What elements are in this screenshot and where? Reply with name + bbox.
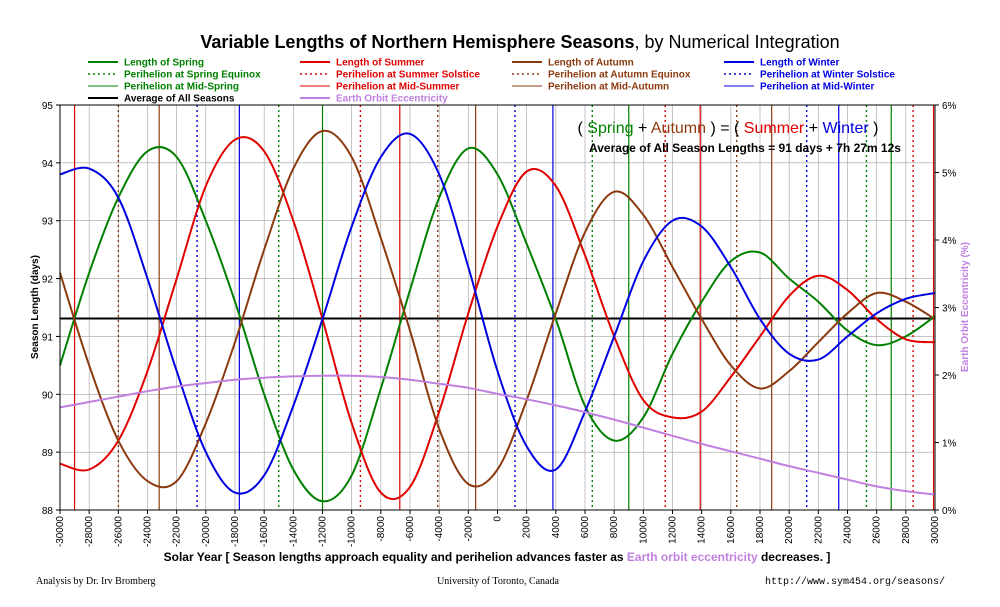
y2-tick-label: 2% xyxy=(942,371,957,382)
x-tick-label: -22000 xyxy=(172,516,183,548)
y-tick-label: 95 xyxy=(42,101,54,112)
length-of-winter-line xyxy=(59,132,936,495)
y-tick-label: 91 xyxy=(42,332,54,343)
x-tick-label: 4000 xyxy=(551,516,562,539)
x-tick-label: -24000 xyxy=(143,516,154,548)
y2-tick-label: 0% xyxy=(942,506,957,517)
length-of-spring-line xyxy=(59,146,936,503)
legend-label: Length of Autumn xyxy=(548,58,634,69)
y-tick-label: 92 xyxy=(42,275,54,286)
legend-label: Length of Summer xyxy=(336,58,424,69)
x-tick-label: 14000 xyxy=(697,516,708,544)
annotation-part: Winter xyxy=(822,120,869,137)
x-tick-label: -16000 xyxy=(259,516,270,548)
y-axis-label: Season Length (days) xyxy=(30,255,41,359)
x-axis-ticks: -30000 -28000 -26000 -24000 -22000 -20000 -180… xyxy=(55,510,941,547)
x-tick-label: 16000 xyxy=(726,516,737,544)
x-tick-label: 0 xyxy=(493,516,504,522)
y-axis-ticks: 88 89 90 91 92 93 94 95 xyxy=(42,101,60,517)
y2-axis-ticks: 0% 1% 2% 3% 4% 5% 6% xyxy=(935,101,957,517)
legend: Length of Spring Length of Summer Length o… xyxy=(88,58,895,105)
x-tick-label: -14000 xyxy=(288,516,299,548)
annotation-average: Average of All Season Lengths = 91 days … xyxy=(589,141,901,155)
annotation-part: + xyxy=(804,120,822,137)
grid xyxy=(59,104,936,511)
x-tick-label: -8000 xyxy=(376,516,387,542)
legend-label: Earth Orbit Eccentricity xyxy=(336,94,448,105)
y2-tick-label: 3% xyxy=(942,304,957,315)
x-tick-label: -12000 xyxy=(318,516,329,548)
annotation-equation: ( Spring + Autumn ) = ( Summer + Winter … xyxy=(577,120,878,137)
x-tick-label: -6000 xyxy=(405,516,416,542)
x-tick-label: -10000 xyxy=(347,516,358,548)
x-tick-label: 20000 xyxy=(784,516,795,544)
annotation-part: ( xyxy=(577,120,587,137)
x-tick-label: 12000 xyxy=(668,516,679,544)
x-tick-label: 26000 xyxy=(872,516,883,544)
chart-title: Variable Lengths of Northern Hemisphere … xyxy=(200,32,839,52)
legend-label: Perihelion at Spring Equinox xyxy=(124,70,261,81)
x-tick-label: -18000 xyxy=(230,516,241,548)
perihelion-markers xyxy=(73,105,935,510)
legend-label: Perihelion at Winter Solstice xyxy=(760,70,895,81)
legend-label: Length of Spring xyxy=(124,58,204,69)
x-tick-label: -20000 xyxy=(201,516,212,548)
x-axis-label-highlight: Earth orbit eccentricity xyxy=(627,550,758,564)
chart-title-suffix: , by Numerical Integration xyxy=(635,32,840,52)
legend-label: Perihelion at Summer Solstice xyxy=(336,70,480,81)
chart-title-main: Variable Lengths of Northern Hemisphere … xyxy=(200,32,634,52)
y-tick-label: 90 xyxy=(42,390,54,401)
y-tick-label: 89 xyxy=(42,448,54,459)
x-tick-label: 2000 xyxy=(522,516,533,539)
y-tick-label: 93 xyxy=(42,217,54,228)
y2-tick-label: 1% xyxy=(942,439,957,450)
x-tick-label: 28000 xyxy=(901,516,912,544)
x-axis-label-part-3: decreases. ] xyxy=(758,550,831,564)
series-lines xyxy=(59,129,936,503)
footer-url: http://www.sym454.org/seasons/ xyxy=(765,576,945,588)
x-tick-label: 18000 xyxy=(755,516,766,544)
y-tick-label: 88 xyxy=(42,506,54,517)
footer-author: Analysis by Dr. Irv Bromberg xyxy=(36,576,156,587)
annotation-part: ) = ( xyxy=(706,120,744,137)
footer-institution: University of Toronto, Canada xyxy=(437,576,559,587)
x-tick-label: -4000 xyxy=(434,516,445,542)
x-tick-label: -28000 xyxy=(84,516,95,548)
x-axis-label: Solar Year [ Season lengths approach equ… xyxy=(164,550,831,564)
earth-orbit-eccentricity-line xyxy=(59,374,936,496)
legend-label: Perihelion at Mid-Autumn xyxy=(548,82,669,93)
x-tick-label: 10000 xyxy=(638,516,649,544)
legend-label: Perihelion at Mid-Winter xyxy=(760,82,874,93)
legend-label: Perihelion at Autumn Equinox xyxy=(548,70,691,81)
x-axis-label-part-1: Solar Year [ Season lengths approach equ… xyxy=(164,550,627,564)
legend-label: Length of Winter xyxy=(760,58,839,69)
x-tick-label: 30000 xyxy=(930,516,941,544)
legend-label: Perihelion at Mid-Summer xyxy=(336,82,459,93)
x-tick-label: -30000 xyxy=(55,516,66,548)
y2-tick-label: 6% xyxy=(942,101,957,112)
annotation-part: Spring xyxy=(587,120,633,137)
annotation-part: Summer xyxy=(744,120,805,137)
legend-label: Perihelion at Mid-Spring xyxy=(124,82,239,93)
x-tick-label: 24000 xyxy=(843,516,854,544)
x-tick-label: -26000 xyxy=(113,516,124,548)
x-tick-label: 8000 xyxy=(609,516,620,539)
x-tick-label: -2000 xyxy=(463,516,474,542)
annotation: ( Spring + Autumn ) = ( Summer + Winter … xyxy=(577,120,901,155)
annotation-part: + xyxy=(634,120,651,137)
annotation-part: ) xyxy=(869,120,879,137)
y2-tick-label: 4% xyxy=(942,236,957,247)
y2-tick-label: 5% xyxy=(942,169,957,180)
y2-axis-label: Earth Orbit Eccentricity (%) xyxy=(960,242,971,372)
legend-label: Average of All Seasons xyxy=(124,94,235,105)
y-tick-label: 94 xyxy=(42,159,54,170)
x-tick-label: 6000 xyxy=(580,516,591,539)
length-of-summer-line xyxy=(59,136,936,501)
x-tick-label: 22000 xyxy=(813,516,824,544)
annotation-part: Autumn xyxy=(651,120,706,137)
length-of-autumn-line xyxy=(59,129,936,489)
